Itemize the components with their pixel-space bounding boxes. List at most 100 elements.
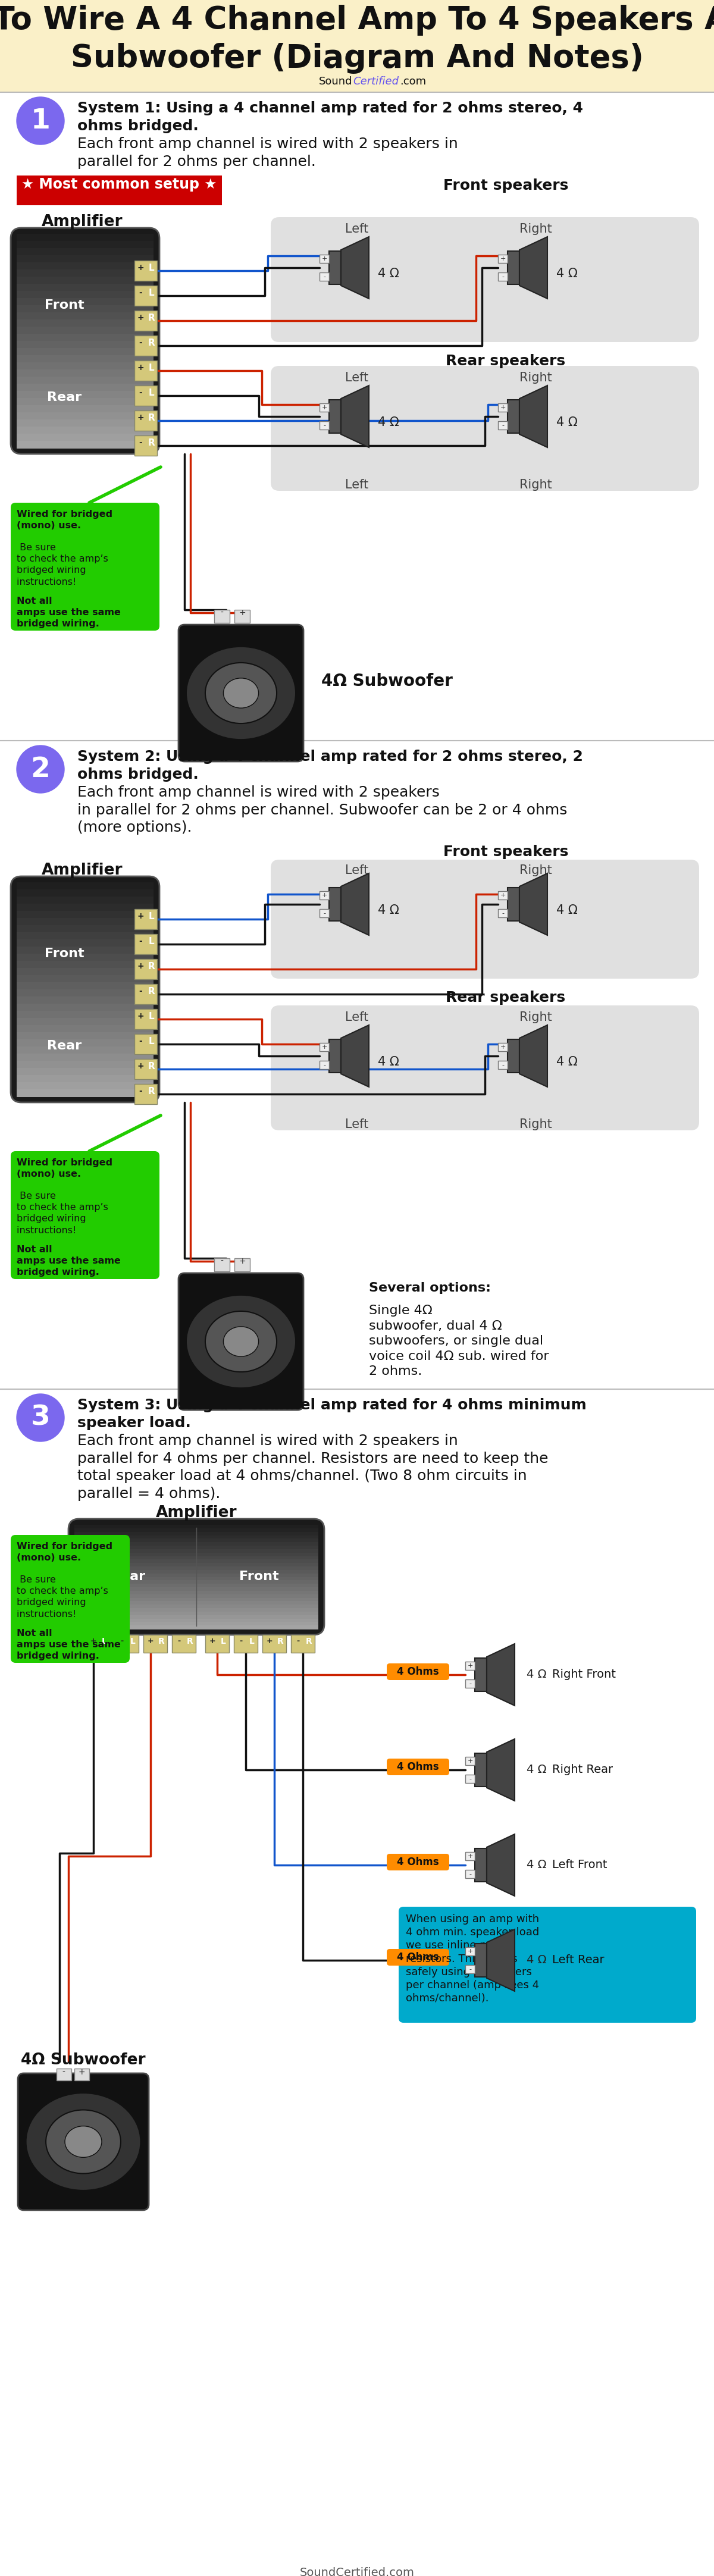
Text: Wired for bridged
(mono) use.: Wired for bridged (mono) use.: [16, 1543, 113, 1564]
Bar: [16, 335, 154, 340]
Text: -: -: [139, 438, 142, 446]
Circle shape: [16, 1394, 64, 1443]
Circle shape: [16, 98, 64, 144]
Bar: [329, 889, 341, 922]
Text: Rear: Rear: [111, 1571, 145, 1582]
Polygon shape: [341, 386, 369, 448]
Bar: [475, 1754, 487, 1788]
Bar: [74, 1533, 318, 1535]
Bar: [16, 1074, 154, 1082]
Bar: [16, 384, 154, 392]
Bar: [329, 250, 341, 283]
Ellipse shape: [205, 1311, 277, 1373]
Bar: [134, 260, 157, 281]
Text: -: -: [139, 987, 142, 994]
Bar: [16, 889, 154, 896]
Text: L: L: [130, 1638, 136, 1646]
Bar: [115, 1636, 139, 1654]
Text: -: -: [139, 389, 142, 397]
Text: Front speakers: Front speakers: [443, 178, 568, 193]
Text: -: -: [139, 1087, 142, 1095]
Text: R: R: [148, 314, 155, 322]
Bar: [475, 1850, 487, 1880]
FancyBboxPatch shape: [18, 2074, 149, 2210]
Bar: [16, 1033, 154, 1041]
Bar: [320, 273, 329, 281]
Bar: [234, 1636, 258, 1654]
Text: R: R: [186, 1638, 193, 1646]
Text: R: R: [306, 1638, 312, 1646]
Text: How To Wire A 4 Channel Amp To 4 Speakers And A: How To Wire A 4 Channel Amp To 4 Speaker…: [0, 5, 714, 36]
Bar: [16, 912, 154, 917]
Bar: [74, 1605, 318, 1607]
Text: +: +: [321, 404, 327, 410]
Text: Left Front: Left Front: [552, 1860, 607, 1870]
Bar: [16, 1046, 154, 1054]
Bar: [16, 1025, 154, 1033]
Ellipse shape: [186, 647, 296, 739]
Bar: [134, 1033, 157, 1054]
Text: R: R: [148, 337, 155, 348]
Text: +: +: [209, 1638, 216, 1646]
Bar: [16, 969, 154, 976]
Bar: [74, 1538, 318, 1543]
Bar: [74, 1543, 318, 1546]
Bar: [16, 917, 154, 925]
Bar: [134, 410, 157, 430]
Text: +: +: [266, 1638, 273, 1646]
Text: Be sure
to check the amp’s
bridged wiring
instructions!: Be sure to check the amp’s bridged wirin…: [16, 544, 108, 587]
Text: Left: Left: [346, 371, 368, 384]
Text: Wired for bridged
(mono) use.: Wired for bridged (mono) use.: [16, 510, 113, 531]
Text: R: R: [148, 1061, 155, 1072]
FancyBboxPatch shape: [271, 366, 699, 492]
Bar: [74, 1528, 318, 1533]
Text: -: -: [62, 2069, 65, 2076]
Bar: [16, 997, 154, 1005]
Text: Be sure
to check the amp’s
bridged wiring
instructions!: Be sure to check the amp’s bridged wirin…: [16, 1193, 108, 1234]
Ellipse shape: [65, 2125, 101, 2156]
Bar: [134, 286, 157, 307]
Text: +: +: [238, 1257, 246, 1265]
Text: +: +: [90, 1638, 96, 1646]
Text: +: +: [500, 255, 506, 263]
Text: Several options:: Several options:: [369, 1283, 491, 1293]
Text: Not all
amps use the same
bridged wiring.: Not all amps use the same bridged wiring…: [16, 1244, 121, 1278]
Text: R: R: [148, 961, 155, 971]
Bar: [498, 1061, 508, 1069]
Bar: [16, 263, 154, 270]
Bar: [16, 175, 222, 206]
Text: Each front amp channel is wired with 2 speakers in
parallel for 2 ohms per chann: Each front amp channel is wired with 2 s…: [77, 137, 458, 170]
Bar: [134, 1010, 157, 1030]
Text: -: -: [296, 1638, 300, 1646]
Text: Right: Right: [519, 866, 552, 876]
Text: Right: Right: [519, 371, 552, 384]
Text: L: L: [101, 1638, 107, 1646]
Bar: [16, 1082, 154, 1090]
Text: 1: 1: [31, 108, 50, 134]
Text: R: R: [148, 415, 155, 422]
FancyBboxPatch shape: [11, 1535, 130, 1662]
Bar: [498, 404, 508, 412]
Bar: [74, 1623, 318, 1625]
Text: L: L: [149, 938, 154, 945]
Text: R: R: [277, 1638, 283, 1646]
Bar: [16, 953, 154, 961]
Text: -: -: [469, 1775, 471, 1783]
Bar: [498, 909, 508, 917]
Bar: [16, 270, 154, 278]
Bar: [16, 1061, 154, 1069]
Bar: [498, 273, 508, 281]
Ellipse shape: [46, 2110, 121, 2174]
Text: 4 Ω: 4 Ω: [527, 1860, 546, 1870]
Text: Left: Left: [346, 1012, 368, 1023]
Bar: [74, 1587, 318, 1592]
Polygon shape: [487, 1834, 515, 1896]
Bar: [16, 355, 154, 363]
Bar: [16, 1010, 154, 1018]
Text: L: L: [149, 263, 154, 273]
Bar: [74, 1625, 318, 1628]
Text: Each front amp channel is wired with 2 speakers
in parallel for 2 ohms per chann: Each front amp channel is wired with 2 s…: [77, 786, 567, 835]
Text: Wired for bridged
(mono) use.: Wired for bridged (mono) use.: [16, 1159, 113, 1180]
Bar: [144, 1636, 167, 1654]
Bar: [234, 611, 250, 623]
